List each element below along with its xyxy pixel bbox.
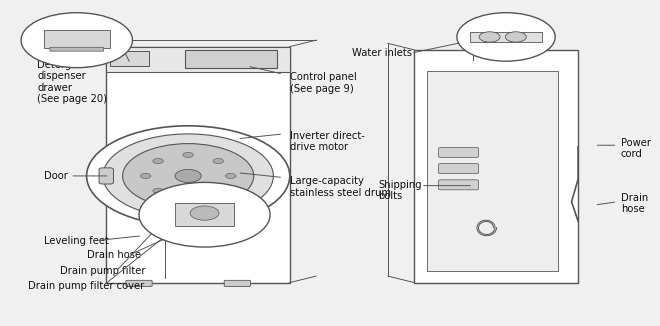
Text: Water inlets: Water inlets — [352, 48, 412, 58]
FancyBboxPatch shape — [126, 280, 152, 287]
FancyBboxPatch shape — [110, 52, 149, 66]
Circle shape — [226, 173, 236, 179]
FancyBboxPatch shape — [438, 164, 478, 174]
Text: Inverter direct-
drive motor: Inverter direct- drive motor — [290, 131, 364, 152]
Circle shape — [103, 134, 273, 218]
Text: Power
cord: Power cord — [620, 138, 651, 159]
Text: Large-capacity
stainless steel drum: Large-capacity stainless steel drum — [290, 176, 391, 198]
Circle shape — [213, 158, 224, 164]
Text: Door: Door — [44, 171, 68, 181]
Circle shape — [123, 144, 253, 208]
FancyBboxPatch shape — [428, 71, 558, 271]
FancyBboxPatch shape — [106, 47, 290, 283]
FancyBboxPatch shape — [99, 168, 114, 184]
Circle shape — [153, 188, 163, 193]
Circle shape — [213, 188, 224, 193]
Circle shape — [457, 13, 555, 61]
FancyBboxPatch shape — [414, 50, 578, 283]
FancyBboxPatch shape — [438, 180, 478, 190]
FancyBboxPatch shape — [44, 30, 110, 48]
Circle shape — [506, 32, 526, 42]
Text: Control panel
(See page 9): Control panel (See page 9) — [290, 72, 356, 94]
Circle shape — [190, 206, 219, 220]
Text: Drain pump filter cover: Drain pump filter cover — [28, 281, 144, 291]
Circle shape — [479, 32, 500, 42]
Text: Drain hose: Drain hose — [86, 250, 141, 260]
Circle shape — [183, 152, 193, 157]
Text: Detergent
dispenser
drawer
(See page 20): Detergent dispenser drawer (See page 20) — [38, 60, 108, 104]
Circle shape — [175, 170, 201, 182]
FancyBboxPatch shape — [185, 50, 277, 68]
Circle shape — [153, 158, 163, 164]
Circle shape — [21, 13, 133, 68]
FancyBboxPatch shape — [106, 47, 290, 72]
FancyBboxPatch shape — [224, 280, 250, 287]
Circle shape — [86, 126, 290, 226]
Text: Shipping
bolts: Shipping bolts — [378, 180, 422, 201]
Text: Leveling feet: Leveling feet — [44, 236, 109, 245]
Text: Drain
hose: Drain hose — [620, 193, 648, 214]
Circle shape — [139, 182, 270, 247]
Text: Drain pump filter: Drain pump filter — [60, 266, 146, 276]
Circle shape — [141, 173, 150, 179]
FancyBboxPatch shape — [438, 147, 478, 157]
FancyBboxPatch shape — [175, 203, 234, 226]
FancyBboxPatch shape — [50, 47, 104, 51]
FancyBboxPatch shape — [470, 32, 542, 42]
Circle shape — [183, 194, 193, 200]
